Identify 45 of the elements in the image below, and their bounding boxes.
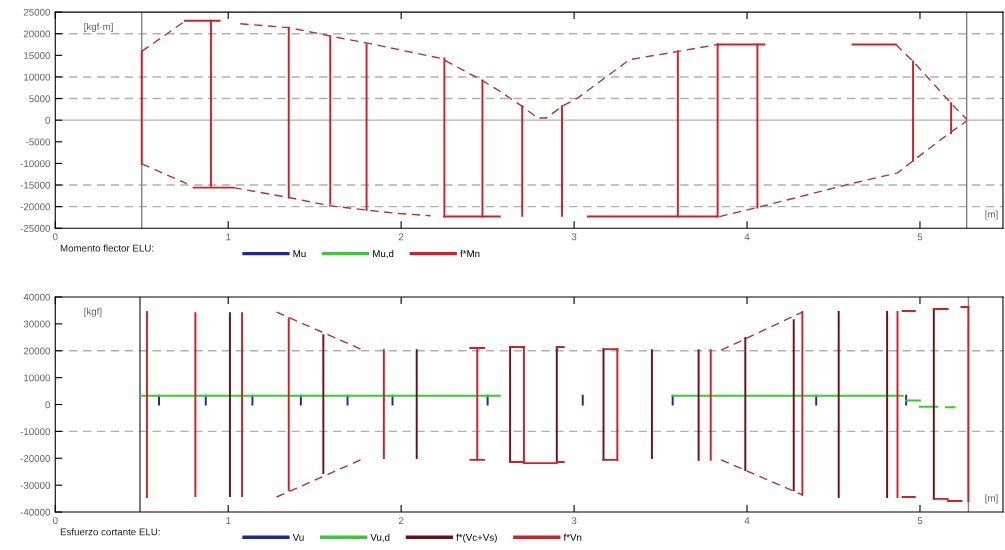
x-tick-label: 3: [571, 233, 577, 241]
legend-label: Mu: [293, 250, 306, 258]
x-tick-label: 5: [917, 233, 923, 241]
legend-label: Vu,d: [370, 533, 390, 542]
y-tick-label: -5000: [25, 138, 51, 146]
annotation: [kgf·m]: [84, 22, 113, 32]
legend-title: Esfuerzo cortante ELU:: [60, 528, 160, 536]
y-tick-label: 10000: [24, 73, 51, 81]
y-tick-label: -25000: [20, 224, 51, 232]
y-tick-label: -20000: [20, 455, 51, 462]
y-tick-label: 20000: [23, 347, 51, 355]
y-tick-label: 25000: [23, 8, 51, 16]
annotation: [m]: [985, 494, 998, 504]
x-tick-label: 0: [52, 233, 58, 241]
y-tick-label: -20000: [20, 203, 51, 211]
y-tick-label: -40000: [20, 508, 51, 516]
y-tick-label: -15000: [20, 181, 51, 189]
y-tick-label: 30000: [23, 320, 51, 328]
annotation: [kgf]: [84, 307, 102, 317]
legend-label: f*Mn: [460, 249, 480, 258]
y-tick-label: 0: [45, 116, 51, 124]
x-tick-label: 2: [398, 517, 404, 524]
y-tick-label: 20000: [23, 30, 51, 38]
x-tick-label: 0: [52, 517, 58, 525]
legend-label: Vu: [292, 534, 304, 541]
x-tick-label: 3: [571, 517, 577, 525]
y-tick-label: 10000: [24, 374, 51, 382]
legend-label: f*Vn: [563, 533, 582, 541]
legend-title: Momento flector ELU:: [60, 244, 154, 252]
x-tick-label: 4: [744, 517, 750, 524]
y-tick-label: 40000: [23, 293, 51, 301]
y-tick-label: 5000: [29, 95, 51, 103]
y-tick-label: 0: [45, 401, 51, 409]
legend-label: f*(Vc+Vs): [456, 533, 497, 543]
y-tick-label: -30000: [20, 481, 51, 489]
y-tick-label: -10000: [20, 428, 51, 436]
legend-label: Mu,d: [373, 249, 394, 259]
x-tick-label: 2: [398, 233, 404, 241]
annotation: [m]: [985, 210, 998, 220]
x-tick-label: 4: [744, 233, 750, 241]
x-tick-label: 5: [917, 517, 923, 525]
x-tick-label: 1: [226, 517, 231, 524]
x-tick-label: 1: [226, 233, 231, 241]
y-tick-label: 15000: [24, 52, 51, 59]
y-tick-label: -10000: [20, 160, 51, 168]
